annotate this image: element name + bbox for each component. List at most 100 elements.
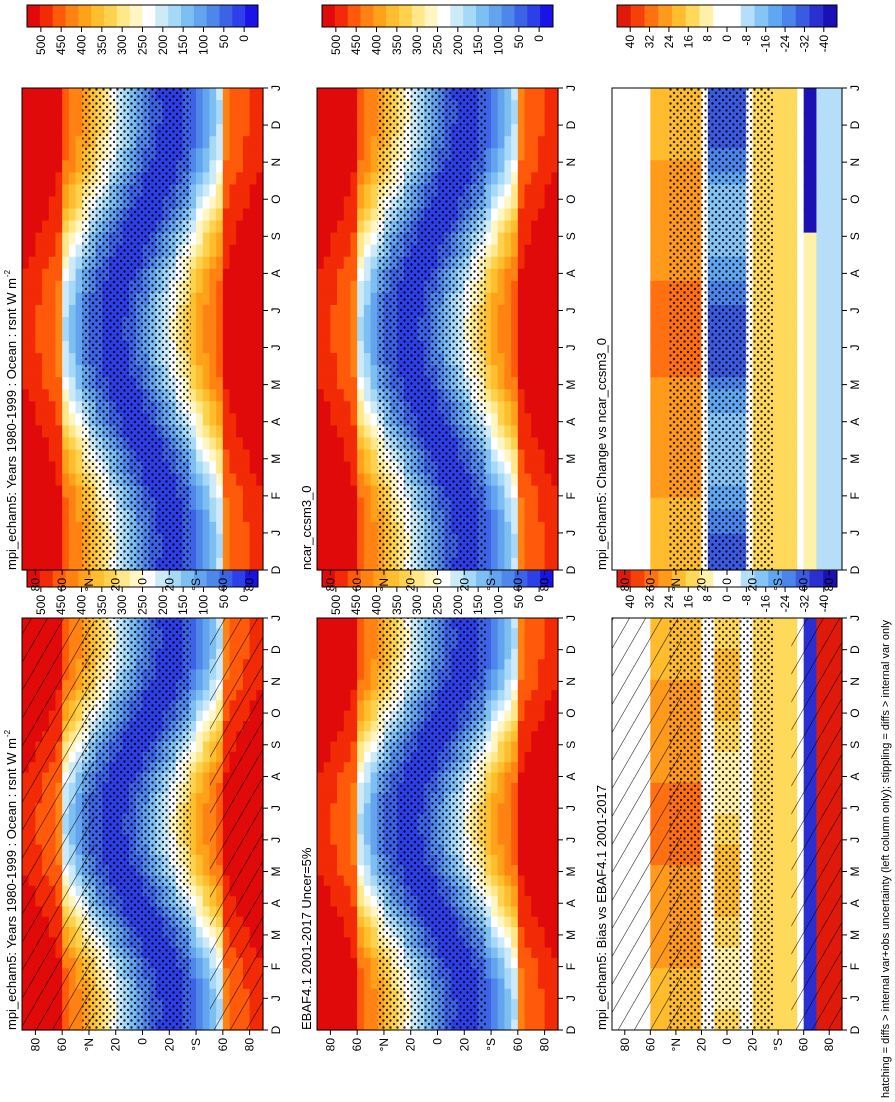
colorbar-tick-label: 200 <box>451 595 465 615</box>
heatmap-cell <box>350 927 358 938</box>
heatmap-cell <box>517 648 526 660</box>
heatmap-cell <box>531 957 539 969</box>
heatmap-cell <box>511 803 519 815</box>
heatmap-cell <box>202 316 211 330</box>
heatmap-cell <box>504 741 512 753</box>
heatmap-cell <box>370 341 378 354</box>
heatmap-cell <box>42 148 50 161</box>
heatmap-cell <box>517 999 526 1010</box>
heatmap-cell <box>323 316 331 330</box>
heatmap-cell <box>202 721 211 732</box>
heatmap-cell <box>242 413 251 426</box>
heatmap-cell <box>323 521 331 535</box>
heatmap-cell <box>330 710 338 722</box>
heatmap-cell <box>317 669 325 681</box>
heatmap-cell <box>551 834 559 846</box>
heatmap-cell <box>216 280 224 294</box>
heatmap-cell <box>189 497 197 511</box>
heatmap-cell <box>531 772 539 784</box>
heatmap-cell <box>350 813 358 825</box>
heatmap-cell <box>363 304 372 318</box>
heatmap-cell <box>48 365 57 378</box>
heatmap-cell <box>504 875 512 887</box>
heatmap-cell <box>68 256 77 270</box>
heatmap-cell <box>363 988 372 1000</box>
heatmap-cell <box>317 968 325 980</box>
x-tick-label: O <box>269 195 283 204</box>
heatmap-cell <box>323 957 331 969</box>
heatmap-cell <box>531 906 539 918</box>
heatmap-cell <box>209 172 217 185</box>
heatmap-cell <box>343 220 352 234</box>
heatmap-cell <box>484 659 492 671</box>
heatmap-cell <box>317 793 325 804</box>
heatmap-cell <box>350 834 358 846</box>
heatmap-cell <box>222 557 231 571</box>
heatmap-cell <box>62 256 70 270</box>
heatmap-cell <box>343 710 352 722</box>
heatmap-cell <box>524 803 532 815</box>
heatmap-cell <box>343 545 352 559</box>
heatmap-cell <box>22 88 30 101</box>
heatmap-cell <box>511 916 519 928</box>
heatmap-cell <box>317 1009 325 1021</box>
heatmap-cell <box>511 927 519 938</box>
heatmap-cell <box>504 659 512 671</box>
heatmap-cell <box>317 885 325 897</box>
heatmap-cell <box>42 280 50 294</box>
heatmap-cell <box>189 473 197 487</box>
heatmap-cell <box>544 927 552 938</box>
heatmap-cell <box>68 413 77 426</box>
heatmap-cell <box>323 968 331 980</box>
heatmap-cell <box>209 509 217 523</box>
heatmap-cell <box>75 88 83 101</box>
heatmap-cell <box>544 721 552 732</box>
heatmap-cell <box>343 648 352 660</box>
heatmap-cell <box>544 731 552 743</box>
heatmap-cell <box>363 659 372 671</box>
heatmap-cell <box>343 824 352 835</box>
heatmap-cell <box>68 557 77 571</box>
heatmap-cell <box>62 280 70 294</box>
heatmap-cell <box>209 437 217 451</box>
heatmap-cell <box>370 988 378 1000</box>
heatmap-cell <box>28 280 36 294</box>
heatmap-cell <box>491 957 499 969</box>
heatmap-cell <box>330 957 338 969</box>
heatmap-cell <box>517 834 526 846</box>
heatmap-cell <box>68 232 77 246</box>
heatmap-cell <box>491 659 499 671</box>
heatmap-cell <box>551 968 559 980</box>
heatmap-cell <box>337 947 345 959</box>
heatmap-cell <box>196 885 204 897</box>
heatmap-cell <box>48 136 57 149</box>
heatmap-cell <box>249 268 257 282</box>
heatmap-cell <box>28 244 36 258</box>
heatmap-cell <box>337 999 345 1010</box>
heatmap-cell <box>75 220 83 234</box>
heatmap-cell <box>229 449 237 463</box>
heatmap-cell <box>517 1009 526 1021</box>
heatmap-cell <box>337 793 345 804</box>
heatmap-cell <box>28 316 36 330</box>
heatmap-cell <box>343 208 352 222</box>
heatmap-cell <box>189 679 197 691</box>
heatmap-cell <box>484 648 492 660</box>
heatmap-cell <box>35 100 43 113</box>
heatmap-cell <box>22 244 30 258</box>
heatmap-cell <box>357 545 365 559</box>
heatmap-cell <box>317 906 325 918</box>
heatmap-cell <box>363 545 372 559</box>
heatmap-cell <box>189 304 197 318</box>
latitude-axis: 80 60 °N 20 0 20 °S 60 80 <box>28 570 257 591</box>
heatmap-cell <box>323 160 331 173</box>
heatmap-cell <box>343 304 352 318</box>
colorbar-swatch <box>116 5 131 27</box>
heatmap-cell <box>531 824 539 835</box>
heatmap-cell <box>350 509 358 523</box>
colorbar-swatch <box>232 5 246 27</box>
heatmap-cell <box>511 844 519 856</box>
heatmap-cell <box>236 377 244 390</box>
heatmap-cell <box>236 557 244 571</box>
heatmap-cell <box>323 196 331 210</box>
